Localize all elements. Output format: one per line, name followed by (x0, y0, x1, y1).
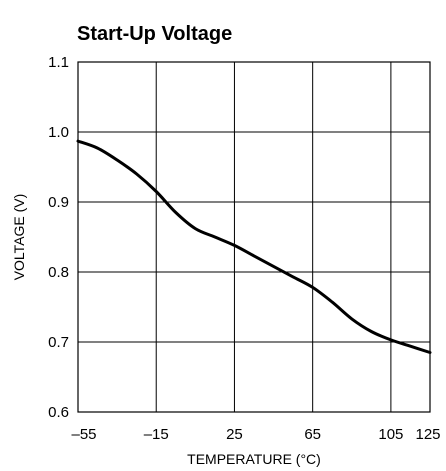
x-tick-label: 125 (415, 426, 440, 443)
x-tick-label: 105 (378, 426, 403, 443)
y-tick-label: 1.0 (48, 124, 69, 141)
x-tick-label: –15 (144, 426, 169, 443)
y-tick-label: 1.1 (48, 54, 69, 71)
chart-title: Start-Up Voltage (77, 23, 232, 45)
y-tick-label: 0.9 (48, 194, 69, 211)
y-tick-label: 0.6 (48, 404, 69, 421)
series-line (76, 139, 432, 354)
y-tick-labels: 0.6 0.7 0.8 0.9 1.0 1.1 (48, 54, 69, 421)
y-tick-label: 0.7 (48, 334, 69, 351)
gridlines (78, 62, 430, 412)
x-tick-label: 65 (304, 426, 321, 443)
y-axis-label: VOLTAGE (V) (11, 194, 27, 281)
x-tick-labels: –55 –15 25 65 105 125 (71, 426, 440, 443)
plot-frame (77, 61, 431, 413)
x-tick-label: 25 (226, 426, 243, 443)
y-tick-label: 0.8 (48, 264, 69, 281)
x-axis-label: TEMPERATURE (°C) (187, 451, 321, 467)
x-tick-label: –55 (71, 426, 96, 443)
